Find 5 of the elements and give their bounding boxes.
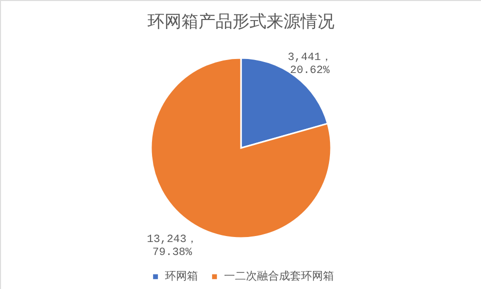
legend-label: 一二次融合成套环网箱: [224, 270, 334, 283]
chart-title: 环网箱产品形式来源情况: [148, 12, 334, 31]
legend-label: 环网箱: [165, 270, 198, 283]
data-label: 3,441， 20.62%: [288, 52, 332, 78]
data-label: 13,243， 79.38%: [146, 234, 198, 259]
